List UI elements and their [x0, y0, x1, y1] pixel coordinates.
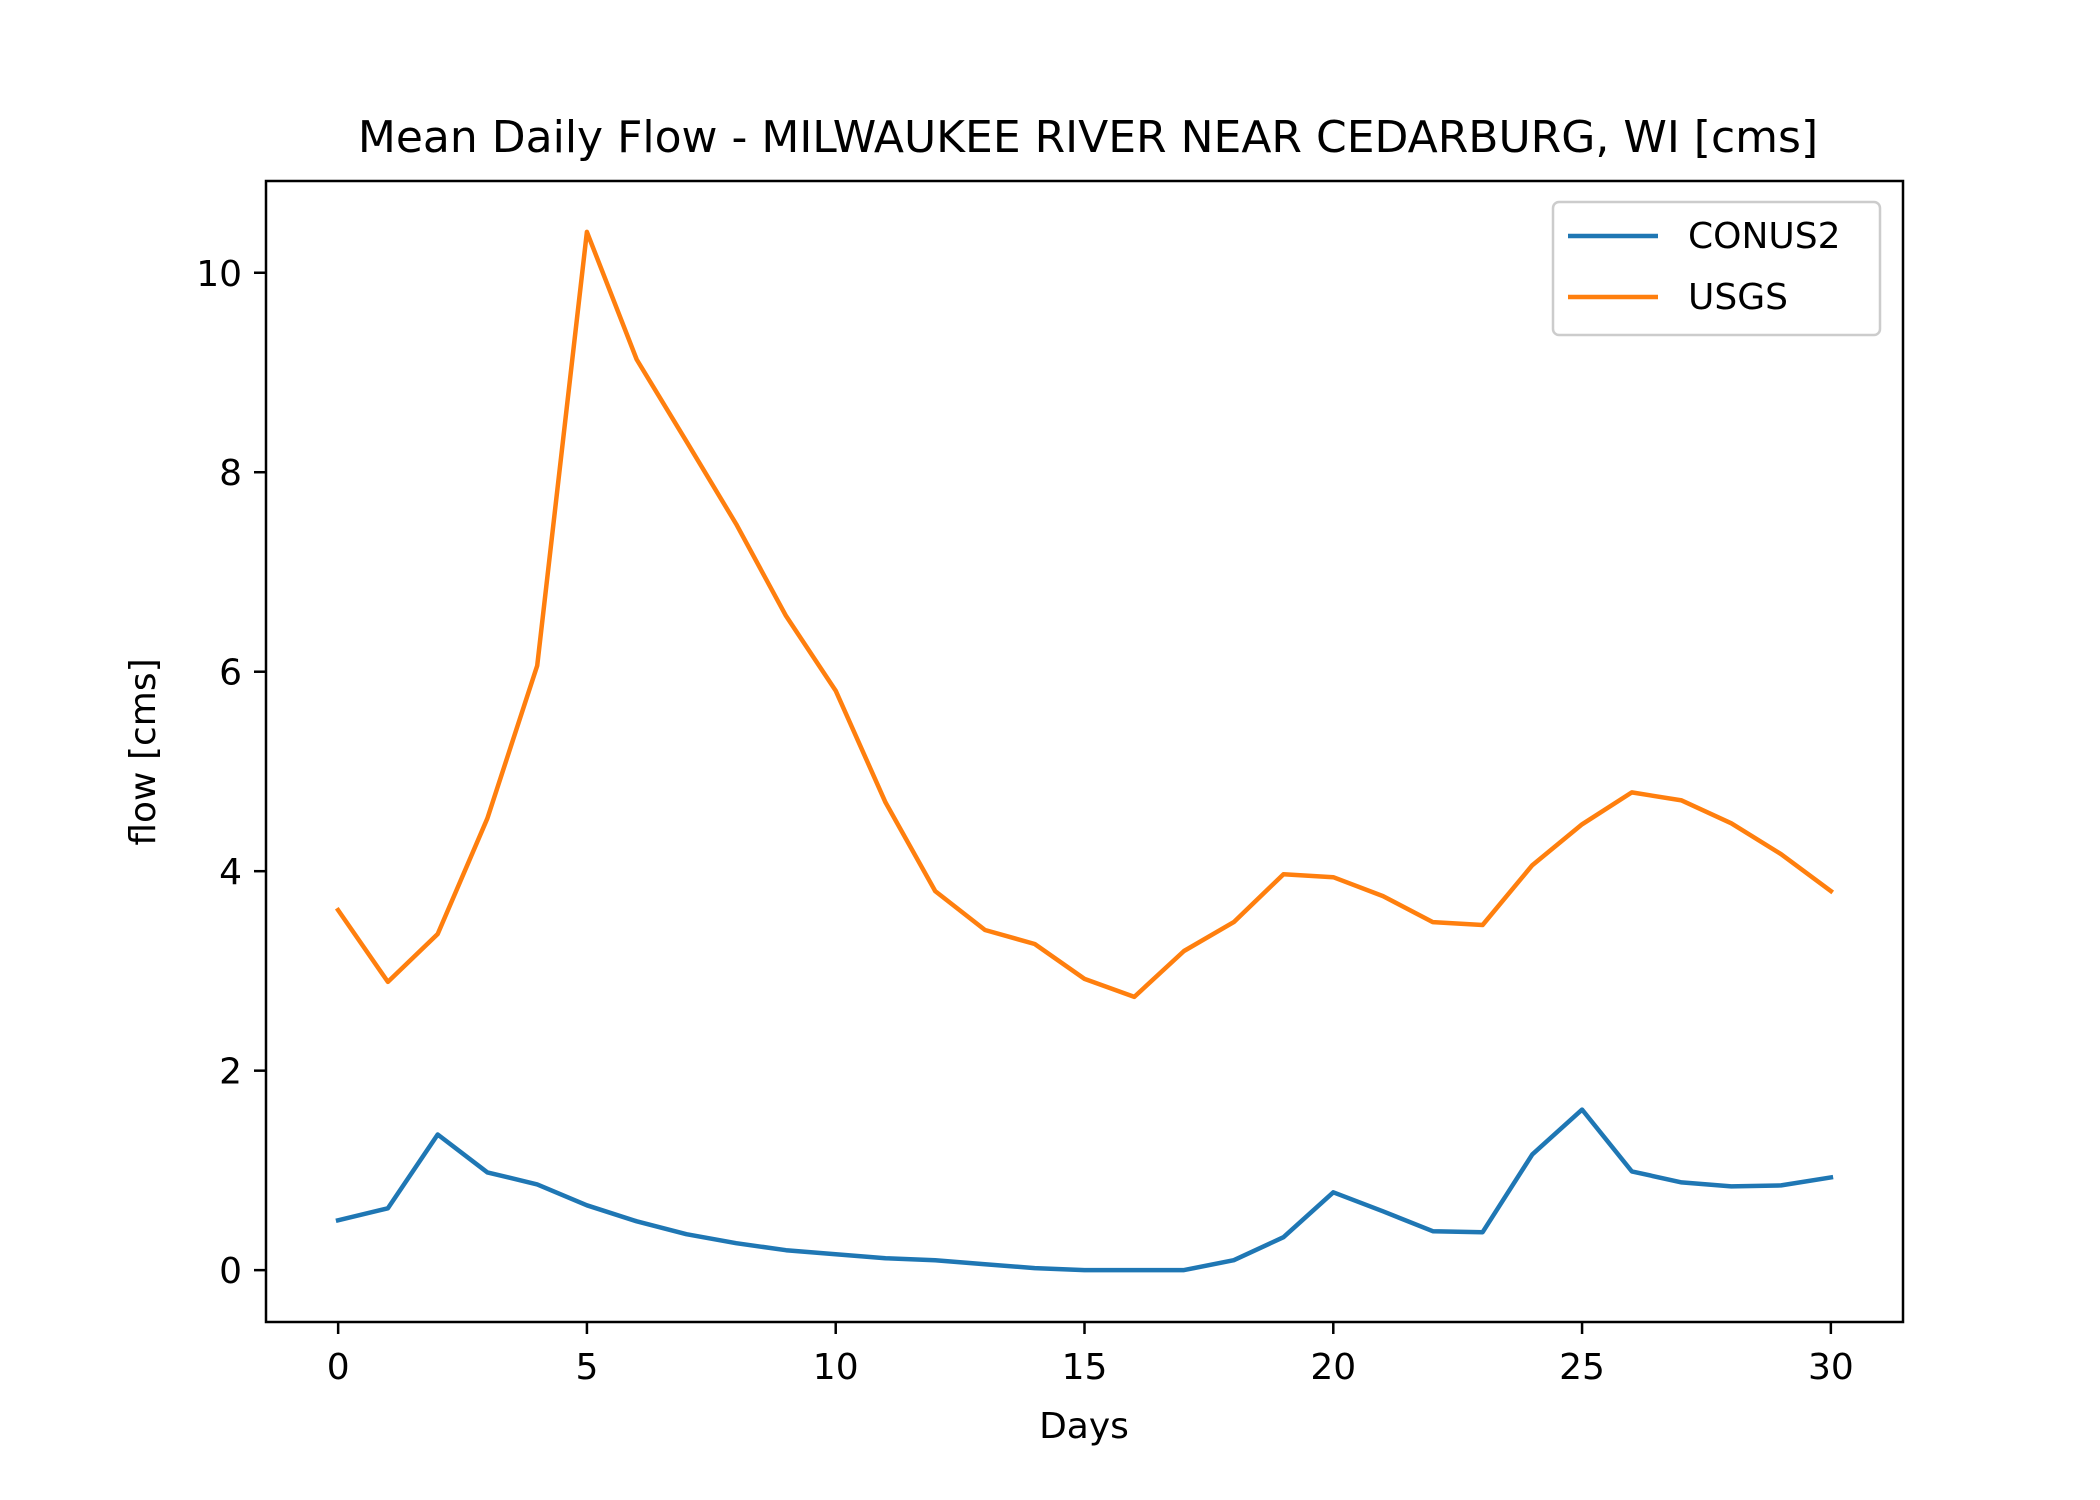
plot-area: 0 5 10 15 20 25 30 0 2 4 6 8 10 [196, 179, 1905, 1388]
series-lines [334, 229, 1835, 1273]
x-axis: 0 5 10 15 20 25 30 [327, 1322, 1854, 1388]
x-tick-label: 25 [1559, 1347, 1605, 1388]
legend-label-usgs: USGS [1688, 277, 1788, 318]
x-tick-label: 30 [1808, 1347, 1854, 1388]
y-tick-label: 6 [219, 653, 242, 694]
x-tick-label: 0 [327, 1347, 350, 1388]
y-axis-label: flow [cms] [123, 658, 164, 845]
y-tick-label: 0 [219, 1251, 242, 1292]
y-axis: 0 2 4 6 8 10 [196, 254, 266, 1292]
x-axis-label: Days [1039, 1406, 1129, 1447]
legend: CONUS2 USGS [1551, 200, 1882, 337]
series-line-conus2 [335, 1107, 1834, 1273]
x-tick-label: 10 [813, 1347, 859, 1388]
y-tick-label: 2 [219, 1052, 242, 1093]
y-tick-label: 8 [219, 453, 242, 494]
x-tick-label: 15 [1062, 1347, 1108, 1388]
y-tick-label: 10 [196, 254, 242, 295]
x-tick-label: 5 [575, 1347, 598, 1388]
legend-label-conus2: CONUS2 [1688, 216, 1841, 257]
series-line-usgs [334, 229, 1835, 1000]
chart-title: Mean Daily Flow - MILWAUKEE RIVER NEAR C… [358, 112, 1818, 163]
x-tick-label: 20 [1310, 1347, 1356, 1388]
y-tick-label: 4 [219, 852, 242, 893]
